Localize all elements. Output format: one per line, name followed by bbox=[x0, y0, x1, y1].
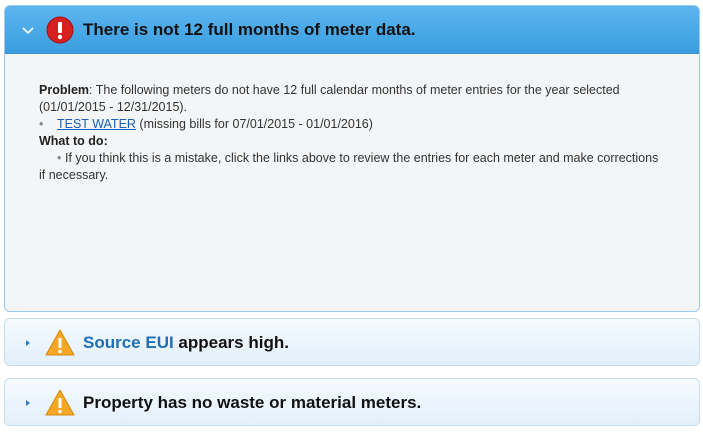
collapse-caret[interactable] bbox=[19, 25, 37, 35]
problem-text: Problem: The following meters do not hav… bbox=[39, 82, 665, 116]
expand-caret[interactable] bbox=[19, 398, 37, 408]
problem-description: : The following meters do not have 12 fu… bbox=[39, 83, 620, 114]
meter-note: (missing bills for 07/01/2015 - 01/01/20… bbox=[139, 117, 373, 131]
expand-caret[interactable] bbox=[19, 338, 37, 348]
panel-title: Property has no waste or material meters… bbox=[83, 393, 422, 412]
meter-link[interactable]: TEST WATER bbox=[57, 117, 136, 131]
panel-header[interactable]: There is not 12 full months of meter dat… bbox=[5, 6, 699, 54]
panel-title: There is not 12 full months of meter dat… bbox=[83, 19, 416, 39]
what-to-do-label: What to do: bbox=[39, 134, 108, 148]
alert-panel: Property has no waste or material meters… bbox=[4, 378, 700, 426]
alert-panel: Source EUI appears high. bbox=[4, 318, 700, 366]
warning-icon bbox=[45, 329, 75, 356]
warning-icon bbox=[45, 389, 75, 416]
panel-body: Problem: The following meters do not hav… bbox=[5, 54, 699, 184]
panel-header[interactable]: Property has no waste or material meters… bbox=[5, 379, 699, 425]
alert-panel: There is not 12 full months of meter dat… bbox=[4, 5, 700, 312]
advice-item: If you think this is a mistake, click th… bbox=[39, 150, 665, 184]
panel-header[interactable]: Source EUI appears high. bbox=[5, 319, 699, 365]
problem-label: Problem bbox=[39, 83, 90, 97]
title-rest: appears high. bbox=[173, 333, 289, 352]
meter-item: TEST WATER (missing bills for 07/01/2015… bbox=[39, 116, 665, 133]
title-link[interactable]: Source EUI bbox=[83, 333, 174, 352]
panel-title: Source EUI appears high. bbox=[83, 333, 289, 353]
error-icon bbox=[46, 16, 74, 43]
